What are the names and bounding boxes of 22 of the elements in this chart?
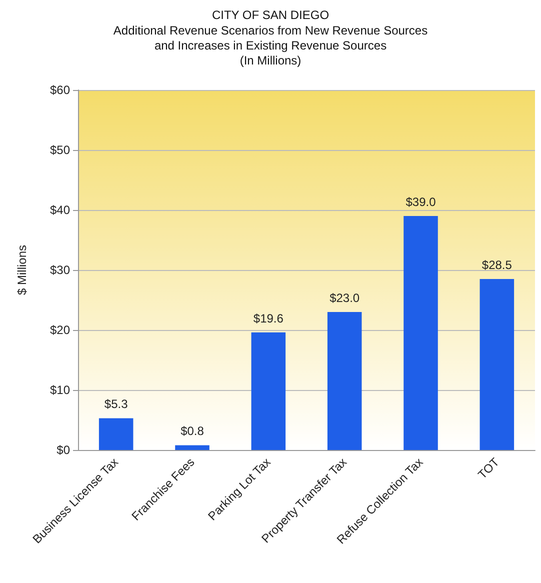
data-label: $19.6: [253, 311, 284, 326]
data-label: $23.0: [330, 291, 360, 305]
chart-subtitle: Additional Revenue Scenarios from New Revenue Sources and Increases in Existing Revenue Sources (In Millions): [113, 24, 428, 68]
y-tick-label: $10: [50, 383, 70, 397]
y-tick-label: $0: [56, 443, 70, 457]
data-label: $39.0: [406, 195, 436, 209]
y-tick-label: $40: [50, 203, 70, 217]
data-label: $0.8: [180, 424, 204, 438]
bar: [175, 445, 210, 450]
y-axis-title: $ Millions: [15, 244, 29, 296]
bar: [98, 418, 134, 450]
bar: [480, 279, 514, 450]
data-label: $5.3: [104, 397, 128, 412]
y-tick-label: $30: [50, 263, 70, 277]
chart-title: CITY OF SAN DIEGO: [212, 8, 330, 22]
bar: [251, 332, 286, 450]
bar: [404, 216, 438, 450]
y-tick-label: $20: [50, 323, 70, 337]
y-tick-label: $50: [50, 143, 70, 157]
y-tick-label: $60: [50, 83, 70, 97]
bar: [327, 312, 362, 450]
data-label: $28.5: [482, 258, 512, 272]
